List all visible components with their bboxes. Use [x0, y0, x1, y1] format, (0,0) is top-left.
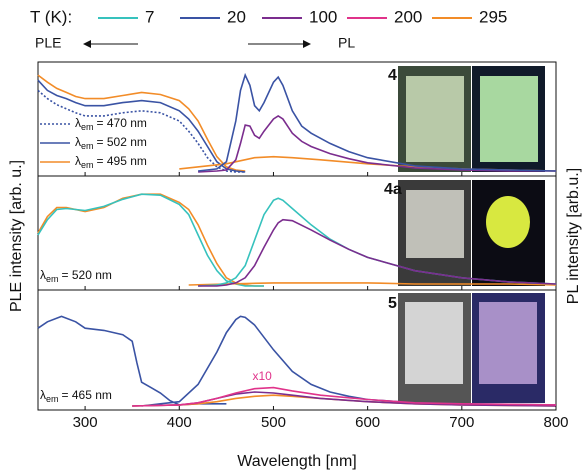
photo-sample [405, 302, 463, 384]
annotation-subscript: em [46, 394, 59, 404]
note: x10 [252, 369, 272, 383]
legend-label: 200 [394, 7, 422, 26]
annotation: λem= 470 nm [75, 116, 147, 132]
y-label-left: PLE intensity [arb. u.] [8, 160, 25, 312]
annotation: λem= 465 nm [40, 388, 112, 404]
ple-label: PLE [35, 35, 61, 51]
legend-label: 295 [479, 7, 507, 26]
annotation-text: = 465 nm [62, 388, 112, 402]
figure: T (K): PLE PL PLE intensity [arb. u.] PL… [0, 0, 586, 473]
photo-sample [479, 302, 537, 384]
x-tick-label: 700 [449, 414, 474, 431]
photo-sample [480, 76, 538, 162]
photo-sample [486, 196, 530, 248]
panel-label: 5 [388, 295, 397, 312]
legend-label: 7 [145, 7, 154, 26]
legend-label: 20 [227, 7, 246, 26]
annotation-text: = 502 nm [97, 135, 147, 149]
annotation: λem= 495 nm [75, 154, 147, 170]
page: T (K): PLE PL PLE intensity [arb. u.] PL… [0, 0, 586, 473]
annotation-subscript: em [81, 160, 94, 170]
annotation-subscript: em [81, 122, 94, 132]
photo-sample [406, 190, 464, 258]
x-tick-label: 400 [167, 414, 192, 431]
panel-label: 4a [384, 181, 402, 198]
annotation-subscript: em [81, 141, 94, 151]
x-tick-label: 300 [73, 414, 98, 431]
annotation-text: = 520 nm [62, 268, 112, 282]
x-axis-label: Wavelength [nm] [237, 453, 356, 470]
y-label-right: PL intensity [arb.u.] [565, 168, 582, 304]
legend-title: T (K): [30, 7, 72, 26]
annotation: λem= 520 nm [40, 268, 112, 284]
legend-label: 100 [309, 7, 337, 26]
annotation-text: = 470 nm [97, 116, 147, 130]
x-tick-label: 800 [543, 414, 568, 431]
photo-sample [406, 76, 464, 162]
annotation: λem= 502 nm [75, 135, 147, 151]
annotation-text: = 495 nm [97, 154, 147, 168]
pl-label: PL [338, 35, 355, 51]
panel-label: 4 [388, 67, 397, 84]
annotation-subscript: em [46, 274, 59, 284]
x-tick-label: 500 [261, 414, 286, 431]
x-tick-label: 600 [355, 414, 380, 431]
